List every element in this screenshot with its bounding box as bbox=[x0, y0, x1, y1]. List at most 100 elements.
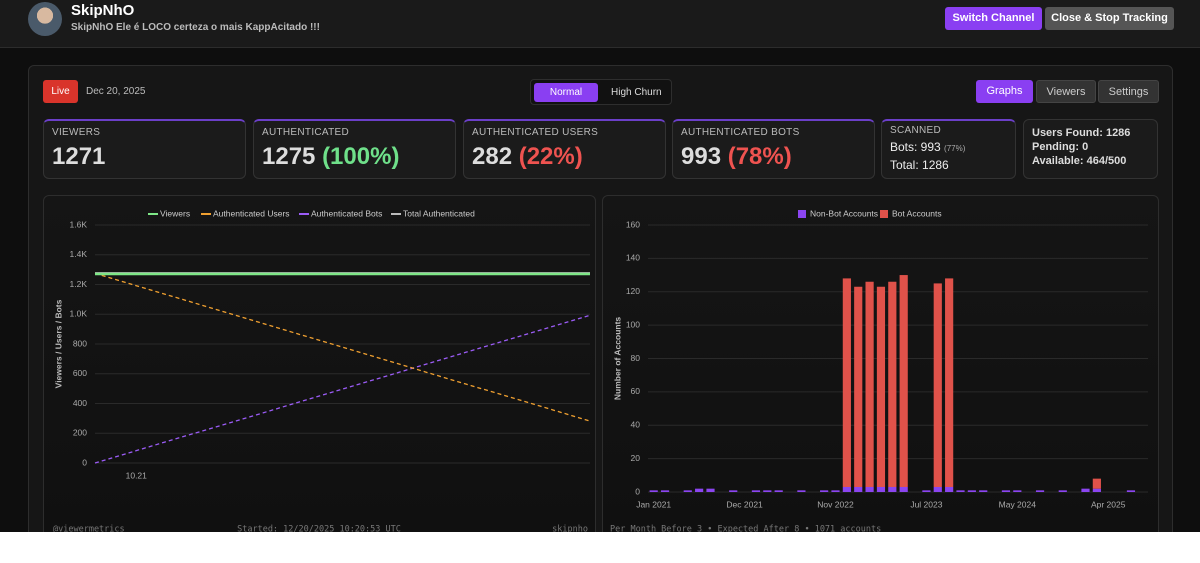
channel-subtitle: SkipNhO Ele é LOCO certeza o mais KappAc… bbox=[71, 22, 320, 33]
stat-value: 993 bbox=[681, 143, 722, 170]
bar-segment bbox=[763, 490, 772, 492]
bar-segment bbox=[922, 490, 931, 492]
y-tick-label: 120 bbox=[626, 286, 640, 296]
mode-high-churn[interactable]: High Churn bbox=[611, 87, 662, 98]
bar-segment bbox=[899, 486, 908, 492]
bar-segment bbox=[751, 490, 761, 492]
bar-segment bbox=[729, 490, 738, 492]
bar-segment bbox=[683, 490, 692, 492]
bar-segment bbox=[1013, 490, 1022, 492]
bar-segment bbox=[831, 490, 840, 492]
legend-swatch bbox=[798, 210, 806, 218]
mode-normal[interactable]: Normal bbox=[534, 83, 598, 102]
bar-segment bbox=[876, 486, 886, 492]
bar-chart: Per Month Before 3 • Expected After 8 • … bbox=[610, 208, 1148, 533]
y-axis-title: Viewers / Users / Bots bbox=[53, 299, 63, 388]
stat-row: 993 (78%) bbox=[681, 143, 792, 171]
y-tick-label: 40 bbox=[631, 420, 641, 430]
tab-viewers[interactable]: Viewers bbox=[1036, 80, 1096, 103]
stat-row: 1275 (100%) bbox=[262, 143, 399, 171]
legend-label: Bot Accounts bbox=[892, 208, 942, 218]
footer-text: skipnho bbox=[552, 525, 588, 533]
bar-segment bbox=[649, 490, 658, 492]
y-tick-label: 140 bbox=[626, 253, 640, 263]
bar-segment bbox=[967, 490, 976, 492]
stat-value: 282 bbox=[472, 143, 513, 170]
app: SkipNhO SkipNhO Ele é LOCO certeza o mai… bbox=[0, 0, 1200, 532]
y-tick-label: 400 bbox=[73, 398, 87, 408]
line-chart: @viewermetrics Started: 12/20/2025 10:20:… bbox=[53, 208, 591, 533]
footer-text: @viewermetrics bbox=[53, 525, 125, 533]
bar-segment bbox=[797, 490, 806, 492]
footer-text: Per Month Before 3 • Expected After 8 • … bbox=[610, 525, 881, 533]
bar-segment bbox=[842, 486, 851, 492]
x-tick-label: Apr 2025 bbox=[1091, 499, 1126, 509]
stat-card: AUTHENTICATED BOTS 993 (78%) bbox=[672, 119, 875, 179]
y-tick-label: 200 bbox=[73, 428, 87, 438]
stat-percent: (22%) bbox=[518, 143, 583, 170]
bar-segment bbox=[1001, 490, 1011, 492]
bar-segment bbox=[979, 490, 988, 492]
y-tick-label: 1.2K bbox=[70, 279, 88, 289]
bar-segment bbox=[1058, 490, 1067, 492]
bar-segment bbox=[933, 283, 942, 487]
channel-name: SkipNhO bbox=[71, 2, 135, 19]
y-tick-label: 600 bbox=[73, 368, 87, 378]
bar-segment bbox=[854, 486, 863, 492]
bar-segment bbox=[956, 490, 965, 492]
stat-percent: (100%) bbox=[322, 143, 400, 170]
x-tick-label: Dec 2021 bbox=[726, 499, 763, 509]
queue-list: Users Found: 1286 Pending: 0 Available: … bbox=[1032, 126, 1130, 168]
bar-segment bbox=[945, 486, 954, 492]
y-tick-label: 1.0K bbox=[70, 309, 88, 319]
bar-segment bbox=[945, 278, 954, 487]
bar-segment bbox=[820, 490, 829, 492]
bar-segment bbox=[865, 281, 874, 487]
tab-settings[interactable]: Settings bbox=[1098, 80, 1159, 103]
header: SkipNhO SkipNhO Ele é LOCO certeza o mai… bbox=[0, 0, 1200, 48]
stat-card: AUTHENTICATED 1275 (100%) bbox=[253, 119, 456, 179]
bar-segment bbox=[842, 278, 851, 487]
x-tick-label: May 2024 bbox=[999, 499, 1037, 509]
legend-label: Non-Bot Accounts bbox=[810, 208, 878, 218]
series-line bbox=[94, 314, 591, 464]
y-tick-label: 0 bbox=[82, 457, 87, 467]
live-badge: Live bbox=[43, 80, 78, 103]
stat-value: 1275 bbox=[262, 143, 316, 170]
y-tick-label: 1.6K bbox=[70, 219, 88, 229]
close-button[interactable]: Close & Stop Tracking bbox=[1045, 7, 1174, 30]
legend-label: Authenticated Users bbox=[213, 208, 290, 218]
bar-segment bbox=[1035, 490, 1045, 492]
y-tick-label: 20 bbox=[631, 453, 641, 463]
bar-segment bbox=[1126, 490, 1136, 492]
legend-label: Total Authenticated bbox=[403, 208, 475, 218]
bar-segment bbox=[1081, 488, 1090, 492]
bar-segment bbox=[774, 490, 783, 492]
x-tick-label: Nov 2022 bbox=[817, 499, 854, 509]
avatar bbox=[28, 2, 62, 36]
legend-label: Viewers bbox=[160, 208, 190, 218]
y-tick-label: 800 bbox=[73, 338, 87, 348]
stat-card: VIEWERS 1271 bbox=[43, 119, 246, 179]
stat-card: SCANNED Bots: 993 (77%) Total: 1286 bbox=[881, 119, 1016, 179]
y-tick-label: 100 bbox=[626, 319, 640, 329]
queue-line: Pending: 0 bbox=[1032, 141, 1089, 153]
x-tick-label: Jul 2023 bbox=[910, 499, 942, 509]
date: Dec 20, 2025 bbox=[86, 86, 146, 97]
bar-segment bbox=[854, 286, 863, 487]
bar-segment bbox=[1092, 478, 1101, 489]
scanned-bots-row: Bots: 993 (77%) bbox=[890, 140, 965, 154]
y-tick-label: 60 bbox=[631, 386, 641, 396]
stat-card: AUTHENTICATED USERS 282 (22%) bbox=[463, 119, 666, 179]
bar-segment bbox=[933, 486, 942, 492]
scanned-total: Total: 1286 bbox=[890, 158, 949, 172]
stat-percent: (78%) bbox=[727, 143, 792, 170]
stat-value: 1271 bbox=[52, 143, 106, 170]
tab-graphs[interactable]: Graphs bbox=[976, 80, 1033, 103]
bar-segment bbox=[876, 286, 886, 487]
y-tick-label: 80 bbox=[631, 353, 641, 363]
legend-swatch bbox=[880, 210, 888, 218]
switch-channel-button[interactable]: Switch Channel bbox=[945, 7, 1042, 30]
stat-label: VIEWERS bbox=[52, 127, 101, 138]
stat-label: SCANNED bbox=[890, 125, 941, 136]
